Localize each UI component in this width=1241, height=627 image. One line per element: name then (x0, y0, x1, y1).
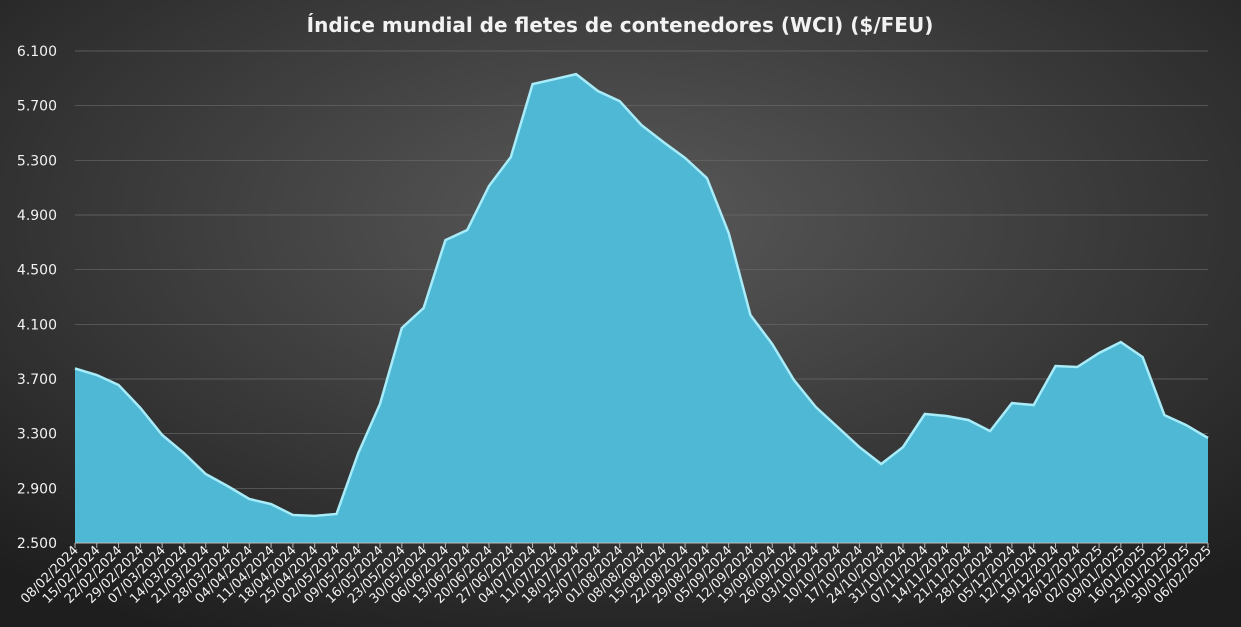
area-edge (74, 72, 1209, 518)
chart-title: Índice mundial de fletes de contenedores… (307, 13, 934, 37)
y-tick-label: 3.300 (17, 427, 57, 443)
y-tick-label: 5.700 (17, 99, 57, 115)
y-tick-label: 2.500 (17, 536, 57, 552)
y-tick-label: 2.900 (17, 481, 57, 497)
area (75, 74, 1208, 543)
y-tick-label: 4.900 (17, 208, 57, 224)
y-tick-label: 4.100 (17, 317, 57, 333)
y-tick-label: 6.100 (17, 44, 57, 60)
y-tick-label: 3.700 (17, 372, 57, 388)
y-tick-label: 5.300 (17, 153, 57, 169)
y-tick-label: 4.500 (17, 263, 57, 279)
